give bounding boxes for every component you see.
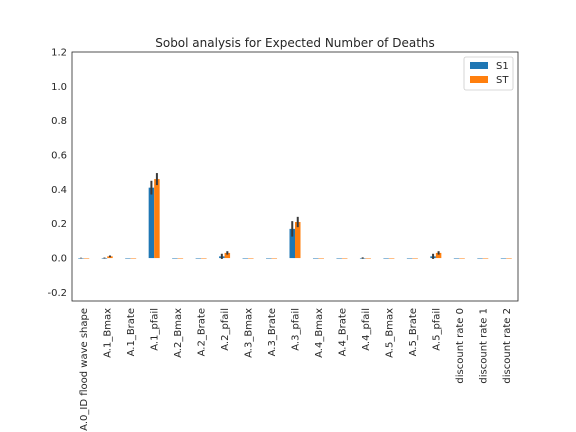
bar-st [271,258,278,259]
x-tick-label: A.3_Brate [267,308,278,356]
x-tick-label: A.5_pfail [431,308,442,351]
x-tick-label: A.1_pfail [150,308,161,351]
bar-st [506,258,512,259]
bar-s1 [148,187,155,259]
bar-s1 [125,258,131,259]
y-tick-label: 0.8 [51,116,67,127]
legend-label-st: ST [496,75,509,86]
x-tick-label: A.2_Bmax [173,308,184,358]
bar-st [224,252,231,259]
bar-st [459,258,465,259]
x-tick-label: A.2_pfail [220,308,231,351]
bar-s1 [195,258,202,259]
x-tick-label: A.3_pfail [291,308,302,351]
x-tick-label: discount rate 2 [502,308,513,384]
bar-s1 [172,258,178,259]
bar-st [177,258,184,259]
bar-st [388,258,395,259]
y-tick-labels: -0.2 0.0 0.2 0.4 0.6 0.8 1.0 1.2 [47,48,67,299]
bar-st [365,258,371,259]
bar-st [412,258,418,259]
x-tick-label: A.3_Bmax [244,308,255,358]
legend-swatch-st [470,76,488,83]
x-tick-label: A.4_Bmax [314,308,325,358]
plot-area-frame [71,51,519,302]
x-tick-label: A.2_Brate [197,308,208,356]
bar-st [482,258,489,259]
x-tick-label: A.0_ID flood wave shape [79,308,90,431]
y-tick-label: 0.2 [51,219,67,230]
legend-label-s1: S1 [496,61,509,72]
bar-s1 [266,258,272,259]
x-tick-label: A.1_Brate [126,308,137,356]
bar-st [295,222,301,259]
bar-st [318,258,324,259]
bar-s1 [289,228,295,259]
chart-title: Sobol analysis for Expected Number of De… [155,36,435,50]
y-tick-label: 0.0 [51,254,67,265]
legend: S1 ST [463,56,514,91]
bar-s1 [453,258,460,259]
bar-s1 [500,258,507,259]
y-tick-label: 0.4 [51,185,67,196]
bars-layer [78,179,512,259]
bar-st [248,258,254,259]
bar-s1 [406,258,413,259]
y-tick-label: 0.6 [51,151,67,162]
bar-s1 [242,258,249,259]
x-tick-labels: A.0_ID flood wave shape A.1_Bmax A.1_Brate… [79,308,513,431]
error-bars-layer [79,173,440,259]
bar-st [341,258,348,259]
x-tick-label: A.5_Bmax [384,308,395,358]
y-tick-label: 1.0 [51,82,67,93]
x-tick-label: discount rate 0 [455,308,466,384]
bar-s1 [336,258,342,259]
bar-st [83,258,90,259]
x-tick-label: A.4_pfail [361,308,372,351]
x-tick-label: A.5_Brate [408,308,419,356]
bar-st [154,179,160,259]
legend-swatch-s1 [470,62,488,69]
bar-st [435,252,442,259]
y-tick-label: -0.2 [47,288,67,299]
bar-st [130,258,137,259]
bar-s1 [477,258,483,259]
bar-st [201,258,207,259]
x-tick-label: discount rate 1 [478,308,489,384]
bar-s1 [383,258,389,259]
x-tick-label: A.1_Bmax [103,308,114,358]
x-tick-label: A.4_Brate [337,308,348,356]
y-tick-label: 1.2 [51,48,67,59]
bar-s1 [312,258,319,259]
